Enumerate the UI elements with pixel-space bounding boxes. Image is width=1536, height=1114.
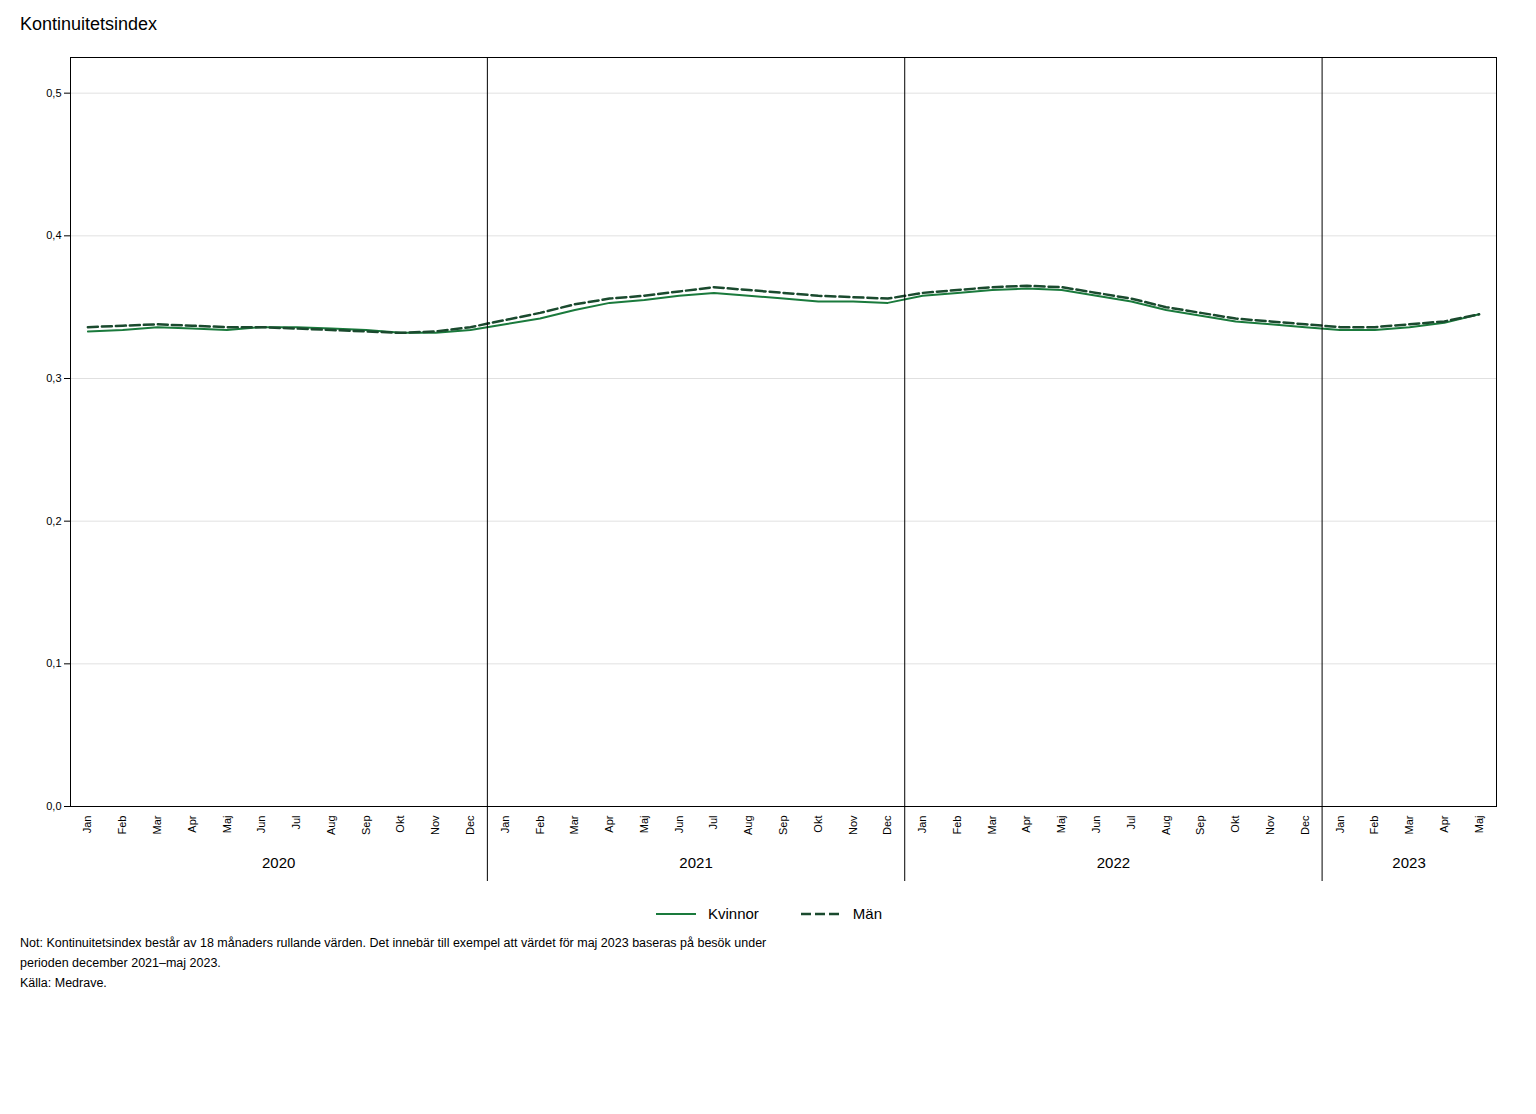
svg-text:Jan: Jan xyxy=(499,816,511,834)
svg-text:Dec: Dec xyxy=(1299,815,1311,835)
svg-text:Jul: Jul xyxy=(1125,816,1137,830)
html-text:Not: Kontinuitetsindex består: Not: Kontinuitetsindex består av 18 måna… xyxy=(20,936,767,950)
svg-text:Sep: Sep xyxy=(1194,816,1206,836)
svg-text:Nov: Nov xyxy=(1264,815,1276,835)
svg-text:Jun: Jun xyxy=(673,816,685,834)
svg-text:Feb: Feb xyxy=(951,816,963,835)
svg-text:2023: 2023 xyxy=(1392,854,1425,871)
svg-text:Mar: Mar xyxy=(568,815,580,834)
html-text:perioden december 2021–maj 202: perioden december 2021–maj 2023. xyxy=(20,956,221,970)
svg-text:Aug: Aug xyxy=(325,816,337,836)
svg-text:Apr: Apr xyxy=(186,815,198,832)
svg-text:Mar: Mar xyxy=(151,815,163,834)
svg-text:2022: 2022 xyxy=(1097,854,1130,871)
svg-text:Maj: Maj xyxy=(638,816,650,834)
html-text:Kontinuitetsindex: Kontinuitetsindex xyxy=(20,14,158,34)
svg-text:Mar: Mar xyxy=(1403,815,1415,834)
svg-text:Apr: Apr xyxy=(603,815,615,832)
svg-text:Mar: Mar xyxy=(986,815,998,834)
svg-text:Feb: Feb xyxy=(116,816,128,835)
svg-text:0,0: 0,0 xyxy=(46,800,61,812)
svg-text:Jan: Jan xyxy=(81,816,93,834)
svg-text:Jan: Jan xyxy=(1334,816,1346,834)
svg-text:Maj: Maj xyxy=(1055,816,1067,834)
svg-text:Dec: Dec xyxy=(881,815,893,835)
svg-text:Okt: Okt xyxy=(394,816,406,833)
svg-text:0,2: 0,2 xyxy=(46,515,61,527)
svg-text:2021: 2021 xyxy=(679,854,712,871)
svg-text:Jul: Jul xyxy=(290,816,302,830)
svg-text:Jun: Jun xyxy=(1090,816,1102,834)
html-text:Källa: Medrave.: Källa: Medrave. xyxy=(20,976,107,990)
svg-text:Maj: Maj xyxy=(1473,816,1485,834)
svg-text:Sep: Sep xyxy=(360,816,372,836)
svg-text:0,5: 0,5 xyxy=(46,87,61,99)
svg-text:2020: 2020 xyxy=(262,854,295,871)
svg-text:Jul: Jul xyxy=(707,816,719,830)
svg-text:0,4: 0,4 xyxy=(46,229,61,241)
svg-text:Aug: Aug xyxy=(1160,816,1172,836)
svg-text:Aug: Aug xyxy=(742,816,754,836)
html-text:Kvinnor: Kvinnor xyxy=(708,905,759,922)
svg-text:0,1: 0,1 xyxy=(46,657,61,669)
svg-text:Feb: Feb xyxy=(1368,816,1380,835)
svg-text:Feb: Feb xyxy=(534,816,546,835)
svg-text:0,3: 0,3 xyxy=(46,372,61,384)
svg-text:Jun: Jun xyxy=(255,816,267,834)
svg-text:Jan: Jan xyxy=(916,816,928,834)
html-text:Män: Män xyxy=(852,905,882,922)
svg-text:Dec: Dec xyxy=(464,815,476,835)
svg-text:Apr: Apr xyxy=(1020,815,1032,832)
svg-text:Apr: Apr xyxy=(1438,815,1450,832)
svg-text:Nov: Nov xyxy=(847,815,859,835)
svg-text:Nov: Nov xyxy=(429,815,441,835)
svg-text:Okt: Okt xyxy=(1229,816,1241,833)
svg-text:Sep: Sep xyxy=(777,816,789,836)
svg-text:Maj: Maj xyxy=(221,816,233,834)
svg-text:Okt: Okt xyxy=(812,816,824,833)
